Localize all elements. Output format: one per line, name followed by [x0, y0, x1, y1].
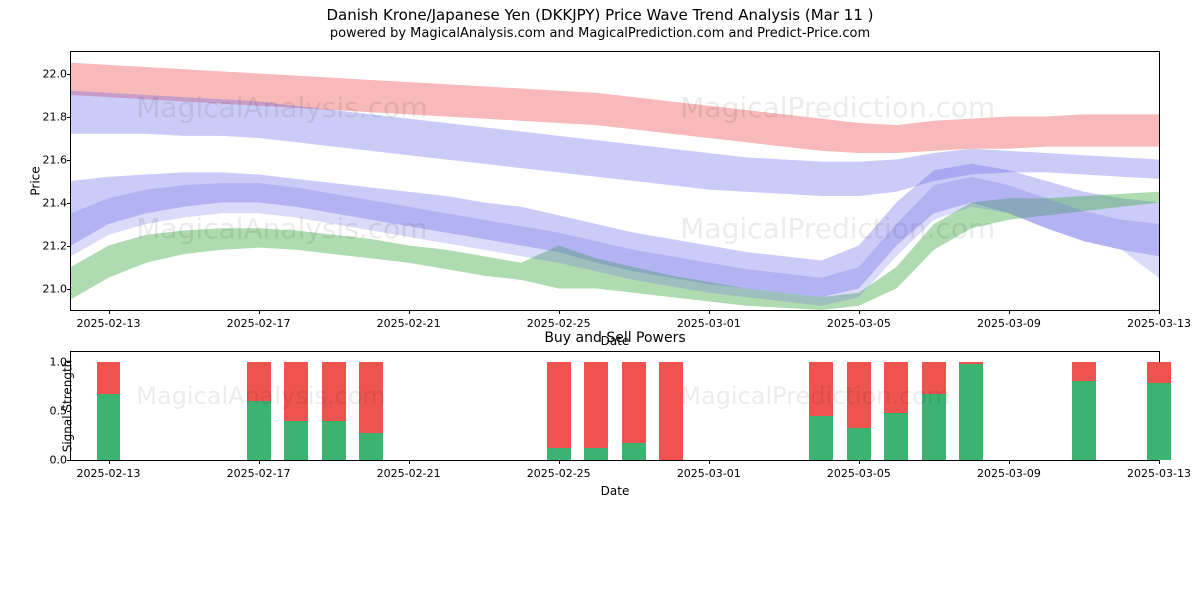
buy-bar [1147, 383, 1171, 460]
buy-bar [322, 421, 346, 460]
buy-bar [922, 394, 946, 460]
main-title: Danish Krone/Japanese Yen (DKKJPY) Price… [0, 6, 1200, 24]
power-xtick: 2025-02-25 [527, 467, 591, 480]
titles: Danish Krone/Japanese Yen (DKKJPY) Price… [0, 0, 1200, 41]
buy-bar [284, 421, 308, 460]
power-xtick: 2025-02-21 [377, 467, 441, 480]
sell-bar [547, 362, 571, 460]
power-ytick: 1.0 [23, 355, 67, 368]
sell-bar [584, 362, 608, 460]
wave-xtick: 2025-03-13 [1127, 317, 1191, 330]
power-ytick: 0.0 [23, 454, 67, 467]
buy-bar [959, 364, 983, 460]
sell-bar [659, 362, 683, 460]
chart-container: Danish Krone/Japanese Yen (DKKJPY) Price… [0, 0, 1200, 600]
buy-bar [359, 433, 383, 460]
buy-bar [584, 448, 608, 460]
wave-xtick: 2025-02-17 [227, 317, 291, 330]
power-xtick: 2025-03-01 [677, 467, 741, 480]
wave-ytick: 21.2 [23, 239, 67, 252]
power-xtick: 2025-03-05 [827, 467, 891, 480]
wave-ytick: 21.6 [23, 153, 67, 166]
power-xtick: 2025-02-13 [77, 467, 141, 480]
buy-bar [622, 443, 646, 460]
buy-bar [247, 401, 271, 460]
buy-bar [97, 394, 121, 460]
wave-xtick: 2025-02-25 [527, 317, 591, 330]
power-xlabel: Date [601, 484, 630, 498]
price-wave-chart: Price Date 21.021.221.421.621.822.02025-… [70, 51, 1160, 311]
power-ytick: 0.5 [23, 404, 67, 417]
buy-bar [884, 413, 908, 460]
buy-sell-power-chart: Buy and Sell Powers Signal Strength Date… [70, 351, 1160, 461]
power-xtick: 2025-03-09 [977, 467, 1041, 480]
wave-plot-svg [71, 52, 1159, 310]
wave-ytick: 21.8 [23, 110, 67, 123]
wave-ytick: 22.0 [23, 67, 67, 80]
buy-bar [547, 448, 571, 460]
wave-ytick: 21.0 [23, 282, 67, 295]
power-xtick: 2025-03-13 [1127, 467, 1191, 480]
power-xtick: 2025-02-17 [227, 467, 291, 480]
buy-bar [1072, 381, 1096, 460]
buy-bar [847, 428, 871, 460]
wave-xtick: 2025-03-09 [977, 317, 1041, 330]
wave-xtick: 2025-02-13 [77, 317, 141, 330]
power-title: Buy and Sell Powers [544, 330, 685, 346]
subtitle: powered by MagicalAnalysis.com and Magic… [0, 26, 1200, 41]
wave-xtick: 2025-03-05 [827, 317, 891, 330]
wave-xtick: 2025-02-21 [377, 317, 441, 330]
buy-bar [809, 416, 833, 460]
wave-ytick: 21.4 [23, 196, 67, 209]
wave-ylabel: Price [29, 166, 43, 195]
wave-xtick: 2025-03-01 [677, 317, 741, 330]
